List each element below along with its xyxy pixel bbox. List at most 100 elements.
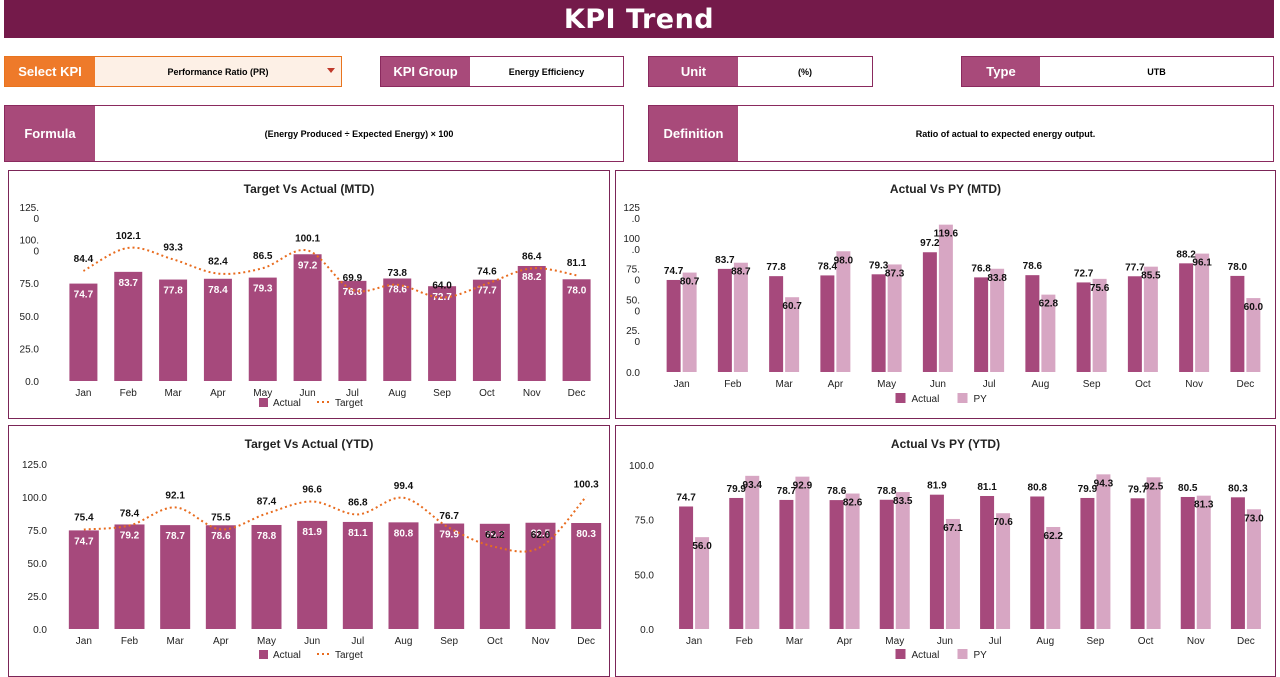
x-tick-label: Mar: [776, 379, 794, 390]
x-tick-label: Dec: [568, 388, 586, 399]
data-label-py: 92.9: [793, 481, 813, 492]
chevron-down-icon[interactable]: [327, 68, 335, 73]
data-label-actual: 74.7: [676, 492, 696, 503]
x-tick-label: Feb: [736, 636, 754, 647]
bar-py: [845, 493, 860, 629]
data-label-actual: 78.0: [567, 285, 587, 296]
x-tick-label: Jan: [674, 379, 690, 390]
data-label-actual: 79.3: [253, 284, 273, 295]
data-label-py: 93.4: [743, 480, 763, 491]
select-kpi-value-text: Performance Ratio (PR): [167, 66, 269, 77]
x-tick-label: May: [885, 636, 904, 647]
bar-py: [1146, 477, 1161, 629]
data-label-py: 56.0: [692, 541, 712, 552]
data-label-py: 75.6: [1090, 283, 1110, 294]
x-tick-label: Nov: [523, 388, 541, 399]
bar-actual: [1076, 282, 1091, 372]
kpi-group-value: Energy Efficiency: [470, 57, 623, 86]
formula-label: Formula: [5, 106, 95, 161]
data-label-py: 83.5: [893, 496, 913, 507]
select-kpi-value[interactable]: Performance Ratio (PR): [95, 57, 341, 86]
bar-py: [938, 224, 953, 372]
data-label-py: 80.7: [680, 277, 700, 288]
type-field: Type UTB: [961, 56, 1274, 87]
data-label-target: 99.4: [394, 481, 414, 492]
x-tick-label: Aug: [388, 388, 406, 399]
bar-actual: [1230, 275, 1245, 372]
y-tick-label: 0: [634, 337, 640, 348]
bar-actual: [1179, 263, 1194, 372]
select-kpi-dropdown[interactable]: Select KPI Performance Ratio (PR): [4, 56, 342, 87]
bar-actual: [383, 278, 412, 381]
y-tick-label: 75.: [626, 265, 640, 276]
data-label-target: 62.2: [485, 530, 505, 541]
bar-actual: [1180, 496, 1195, 629]
legend-swatch-py: [957, 649, 968, 659]
x-tick-label: Aug: [1031, 379, 1049, 390]
bar-actual: [434, 523, 465, 629]
data-label-actual: 79.7: [485, 530, 505, 541]
x-tick-label: May: [257, 636, 276, 647]
data-label-target: 102.1: [116, 231, 141, 242]
bar-actual: [251, 524, 282, 629]
data-label-actual: 83.7: [119, 278, 139, 289]
data-label-py: 96.1: [1192, 258, 1212, 269]
x-tick-label: Dec: [1237, 636, 1255, 647]
data-label-target: 100.3: [574, 480, 599, 491]
data-label-actual: 80.3: [1228, 483, 1248, 494]
chart-actual-vs-py-mtd: 0.025.050.075.0100.0125.074.780.7Jan83.7…: [623, 203, 1264, 405]
bar-py: [990, 268, 1005, 372]
y-tick-label: 75.0: [28, 526, 48, 537]
data-label-actual: 77.8: [766, 262, 786, 273]
legend-label-actual: Actual: [273, 398, 301, 409]
chart-target-vs-actual-mtd: 0.025.050.075.0100.0125.074.784.4Jan83.7…: [20, 203, 591, 409]
bar-actual: [1130, 498, 1145, 629]
x-tick-label: Oct: [487, 636, 503, 647]
data-label-actual: 78.6: [388, 285, 408, 296]
y-tick-label: 0: [33, 214, 39, 225]
y-tick-label: 0: [33, 247, 39, 258]
data-label-actual: 78.8: [877, 486, 897, 497]
data-label-actual: 78.7: [777, 486, 797, 497]
data-label-target: 78.4: [120, 509, 140, 520]
unit-label: Unit: [649, 57, 738, 86]
chart-title: Target Vs Actual (YTD): [244, 437, 374, 451]
data-label-py: 73.0: [1244, 513, 1264, 524]
bar-actual: [293, 254, 322, 381]
bar-actual: [820, 275, 835, 372]
x-tick-label: Feb: [121, 636, 139, 647]
data-label-actual: 97.2: [298, 260, 318, 271]
chart-panel-ytd-target: Target Vs Actual (YTD) 0.0 25.0 50.0 75.0 10…: [8, 425, 610, 677]
bar-actual: [428, 286, 457, 381]
bar-actual: [980, 495, 995, 629]
data-label-actual: 74.7: [74, 536, 94, 547]
chart-title: Actual Vs PY (YTD): [890, 437, 1001, 451]
legend-swatch-actual: [259, 398, 268, 407]
data-label-actual: 78.6: [1023, 261, 1043, 272]
data-label-actual: 81.9: [302, 527, 322, 538]
data-label-actual: 77.8: [163, 286, 183, 297]
data-label-actual: 79.9: [439, 530, 459, 541]
data-label-actual: 78.4: [208, 285, 228, 296]
bar-actual: [729, 497, 744, 629]
x-tick-label: Jul: [983, 379, 996, 390]
y-tick-label: 75.0: [635, 516, 655, 527]
data-label-target: 69.9: [343, 273, 363, 284]
y-tick-label: 100: [623, 234, 640, 245]
data-label-target: 76.7: [439, 511, 459, 522]
bar-py: [895, 492, 910, 629]
data-label-actual: 78.6: [211, 531, 231, 542]
legend-label-target: Target: [335, 398, 363, 409]
data-label-actual: 79.7: [1128, 484, 1148, 495]
legend-swatch-actual: [895, 649, 906, 659]
data-label-py: 60.0: [1244, 302, 1264, 313]
data-label-py: 119.6: [934, 229, 959, 240]
bar-actual: [1080, 497, 1095, 629]
definition-field: Definition Ratio of actual to expected e…: [648, 105, 1274, 162]
x-tick-label: Feb: [120, 388, 138, 399]
data-label-target: 82.4: [208, 257, 228, 268]
bar-actual: [114, 524, 145, 629]
data-label-actual: 76.8: [343, 287, 363, 298]
data-label-target: 75.5: [211, 512, 231, 523]
y-tick-label: 100.: [20, 236, 39, 247]
